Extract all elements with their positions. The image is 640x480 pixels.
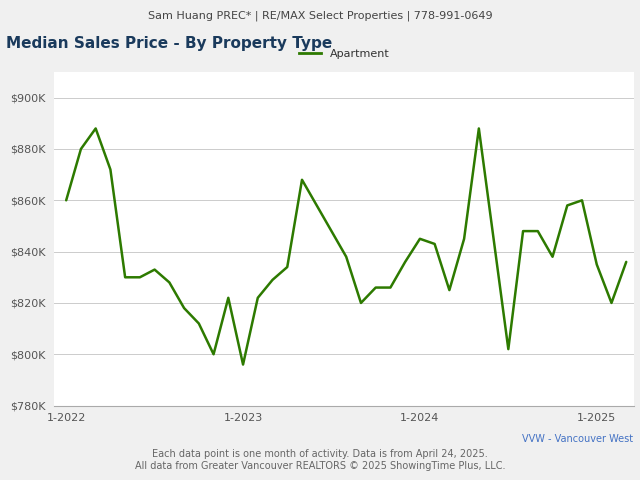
Text: VVW - Vancouver West: VVW - Vancouver West [522, 434, 634, 444]
Text: Median Sales Price - By Property Type: Median Sales Price - By Property Type [6, 36, 333, 51]
Text: Sam Huang PREC* | RE/MAX Select Properties | 778-991-0649: Sam Huang PREC* | RE/MAX Select Properti… [148, 11, 492, 21]
Text: Each data point is one month of activity. Data is from April 24, 2025.: Each data point is one month of activity… [152, 449, 488, 459]
Legend: Apartment: Apartment [294, 44, 394, 63]
Text: All data from Greater Vancouver REALTORS © 2025 ShowingTime Plus, LLC.: All data from Greater Vancouver REALTORS… [135, 461, 505, 471]
